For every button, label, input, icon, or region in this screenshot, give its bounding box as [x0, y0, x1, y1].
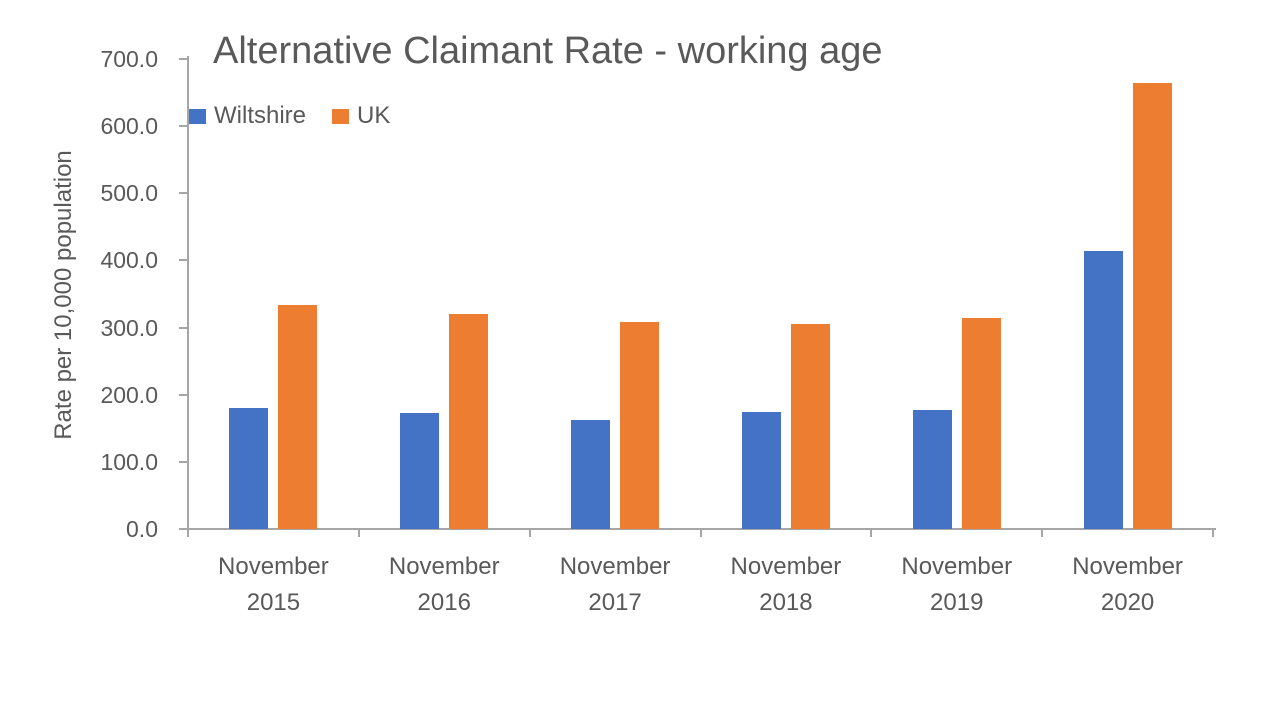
- x-tick: [870, 529, 873, 537]
- x-tick-label-line: November: [559, 553, 671, 580]
- y-tick: [179, 192, 187, 195]
- legend: Wiltshire UK: [189, 102, 390, 130]
- y-tick-label: 700.0: [100, 46, 158, 72]
- x-tick: [699, 529, 702, 537]
- legend-swatch-uk: [332, 108, 350, 124]
- x-tick-label-2018: November 2018: [701, 549, 872, 621]
- y-tick-label: 100.0: [100, 448, 158, 475]
- x-tick-label-line: 2019: [930, 589, 984, 616]
- legend-swatch-wiltshire: [189, 108, 206, 124]
- x-tick-label-2017: November 2017: [530, 549, 701, 621]
- x-tick-label-line: 2018: [759, 589, 813, 616]
- x-tick-label-2019: November 2019: [871, 549, 1042, 621]
- legend-item-uk: UK: [332, 102, 390, 130]
- x-tick: [187, 529, 189, 537]
- chart-title: Alternative Claimant Rate - working age: [213, 30, 883, 72]
- bar-wiltshire-2015: [229, 408, 269, 529]
- y-tick-label: 300.0: [100, 314, 158, 341]
- x-tick: [1212, 529, 1214, 537]
- y-tick: [179, 326, 187, 329]
- bar-wiltshire-2020: [1083, 251, 1123, 529]
- y-tick-label: 500.0: [100, 180, 158, 207]
- y-tick-label: 400.0: [100, 247, 158, 274]
- y-tick: [179, 125, 187, 128]
- legend-label-uk: UK: [357, 102, 391, 129]
- x-tick-label-line: November: [218, 553, 329, 580]
- x-tick-label-line: November: [901, 553, 1013, 580]
- x-tick-label-line: November: [1072, 553, 1183, 580]
- bar-uk-2015: [278, 305, 318, 529]
- x-tick: [528, 529, 531, 537]
- x-tick-label-line: 2015: [246, 589, 301, 616]
- bar-uk-2016: [449, 314, 489, 529]
- bar-wiltshire-2017: [571, 420, 611, 529]
- y-tick-label: 600.0: [100, 113, 158, 140]
- x-tick-label-2015: November 2015: [188, 549, 359, 621]
- x-tick-label-line: 2017: [588, 589, 642, 616]
- y-tick: [179, 528, 187, 530]
- y-tick-label: 200.0: [100, 381, 158, 408]
- y-tick: [179, 460, 187, 463]
- y-tick: [179, 259, 187, 262]
- x-tick: [357, 529, 360, 537]
- bar-uk-2020: [1132, 83, 1172, 529]
- x-tick-label-line: 2016: [417, 589, 471, 616]
- legend-item-wiltshire: Wiltshire: [189, 102, 306, 130]
- legend-label-wiltshire: Wiltshire: [214, 102, 307, 129]
- bar-uk-2019: [961, 317, 1001, 529]
- x-tick-label-2020: November 2020: [1042, 549, 1213, 621]
- y-tick: [179, 393, 187, 396]
- y-axis: [186, 56, 189, 530]
- bar-wiltshire-2018: [741, 412, 781, 529]
- bar-wiltshire-2016: [400, 412, 440, 529]
- bar-uk-2017: [620, 322, 660, 529]
- bar-wiltshire-2019: [912, 410, 952, 529]
- bar-uk-2018: [790, 323, 830, 529]
- y-tick-label: 0.0: [126, 516, 158, 542]
- x-tick: [1041, 529, 1044, 537]
- x-tick-label-2016: November 2016: [359, 549, 530, 621]
- x-tick-label-line: November: [730, 553, 842, 580]
- x-tick-label-line: November: [388, 553, 500, 580]
- y-tick: [179, 58, 187, 60]
- x-tick-label-line: 2020: [1100, 589, 1155, 616]
